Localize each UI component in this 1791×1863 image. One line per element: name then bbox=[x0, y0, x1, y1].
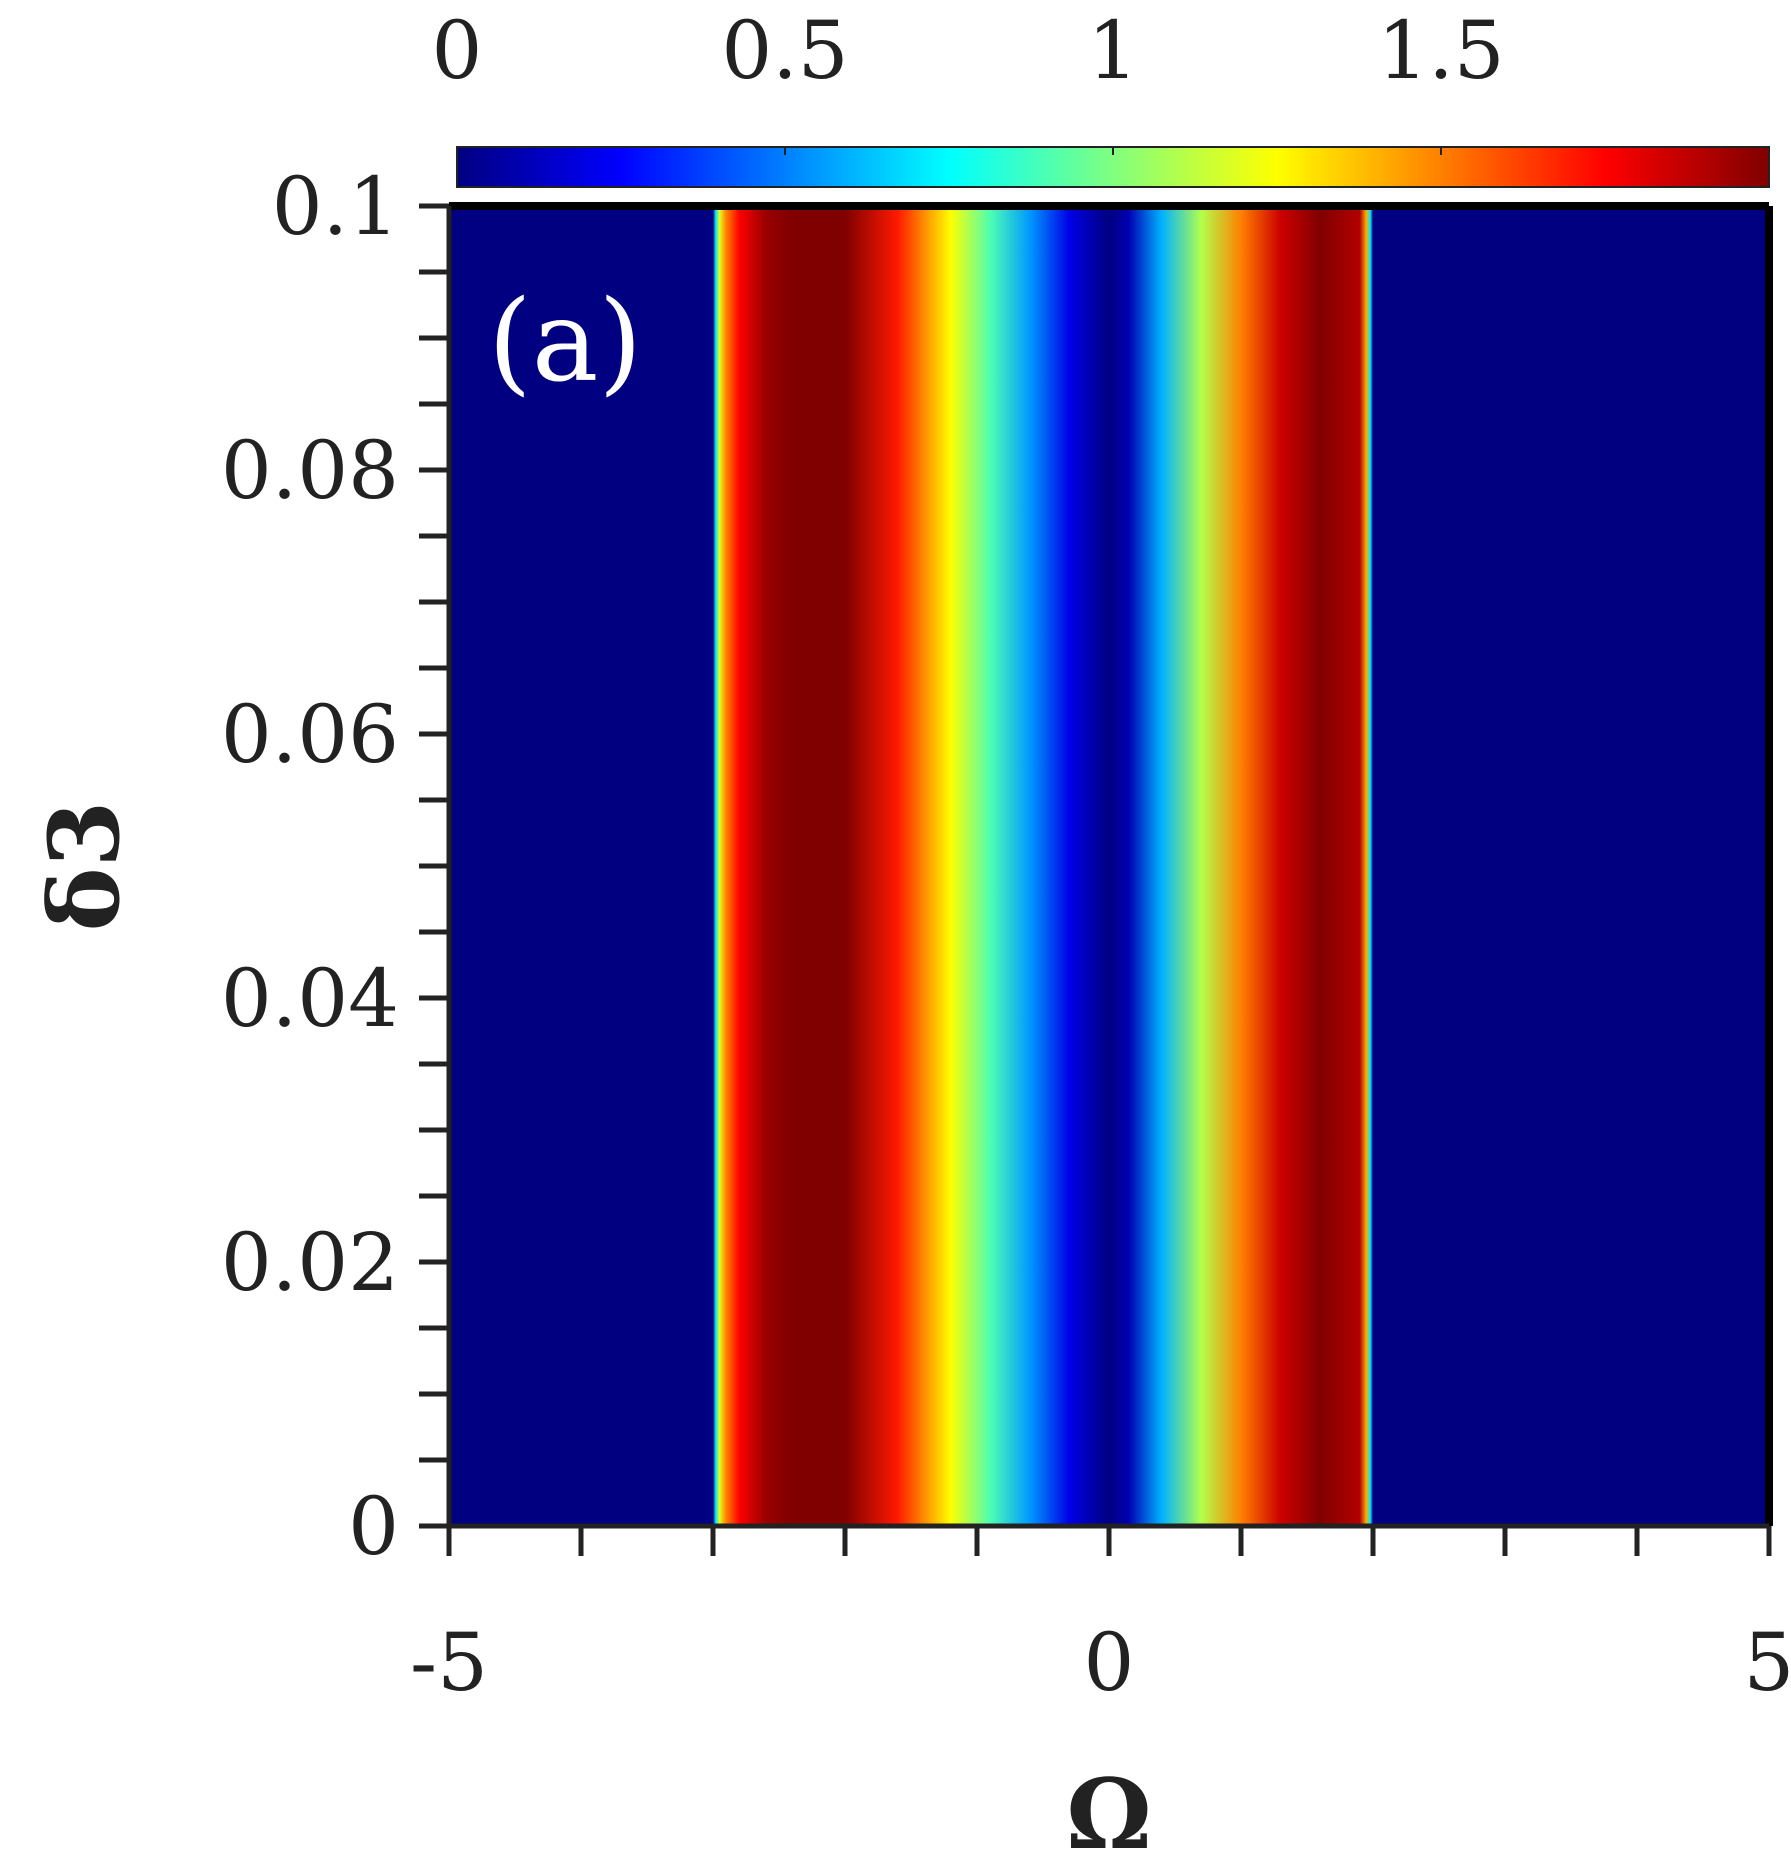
plot-area: -5 0 5 00.020.040.060.080.1 (a) bbox=[221, 160, 1791, 1709]
x-tick-label: 0 bbox=[1084, 1616, 1135, 1709]
x-axis-ticks: -5 0 5 bbox=[410, 1526, 1791, 1709]
y-tick-label: 0.02 bbox=[221, 1216, 399, 1309]
colorbar: 0 0.5 1 1.5 bbox=[432, 4, 1770, 188]
x-tick-label: -5 bbox=[410, 1616, 488, 1709]
y-tick-label: 0.06 bbox=[221, 688, 399, 781]
colorbar-ticks: 0 0.5 1 1.5 bbox=[432, 4, 1505, 155]
y-tick-label: 0.08 bbox=[221, 424, 399, 517]
y-tick-label: 0.1 bbox=[272, 160, 399, 253]
y-axis-ticks: 0 0.02 0.04 0.06 0.08 0.1 bbox=[221, 160, 449, 1573]
colorbar-tick-label: 1 bbox=[1088, 4, 1139, 97]
x-tick-label: 5 bbox=[1744, 1616, 1791, 1709]
colorbar-tick-label: 0.5 bbox=[721, 4, 848, 97]
y-tick-label: 0 bbox=[348, 1480, 399, 1573]
y-axis-label: δ3 bbox=[28, 801, 141, 932]
y-tick-label: 0.04 bbox=[221, 952, 399, 1045]
heatmap-image bbox=[449, 206, 1769, 1526]
colorbar-tick-label: 1.5 bbox=[1377, 4, 1504, 97]
colorbar-tick-label: 0 bbox=[432, 4, 483, 97]
panel-label: (a) bbox=[488, 277, 642, 407]
x-axis-label: Ω bbox=[1066, 1758, 1151, 1863]
